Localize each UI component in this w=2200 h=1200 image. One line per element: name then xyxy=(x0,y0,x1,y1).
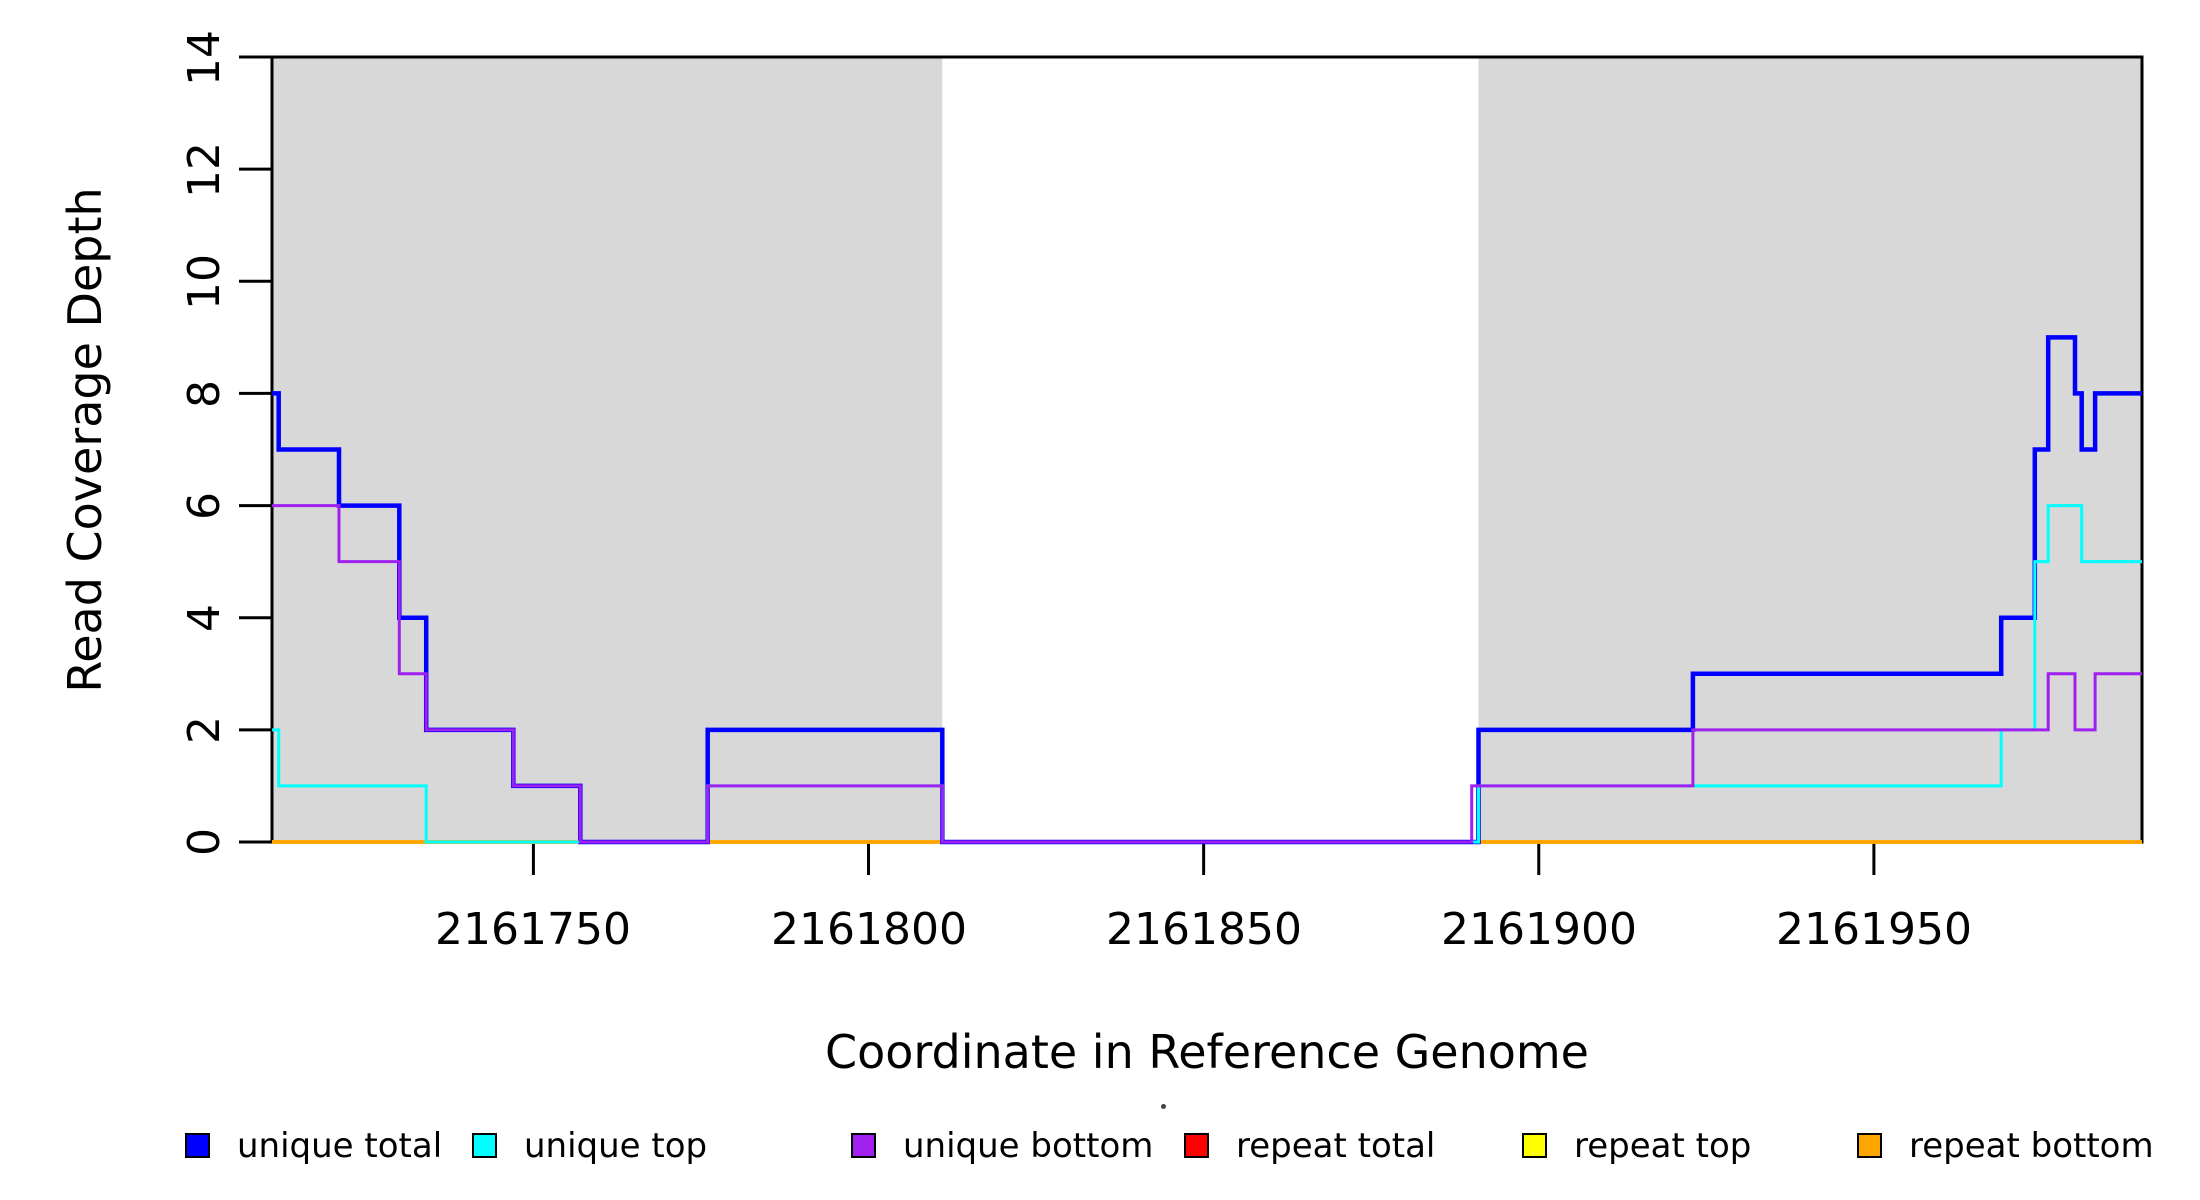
unique-total-swatch xyxy=(185,1133,210,1158)
masked-region-band xyxy=(1478,57,2142,842)
unique-bottom-swatch xyxy=(851,1133,876,1158)
x-tick-label: 2161950 xyxy=(1776,904,1972,955)
x-tick-label: 2161750 xyxy=(435,904,631,955)
y-axis-title: Read Coverage Depth xyxy=(58,187,112,693)
x-tick-label: 2161900 xyxy=(1441,904,1637,955)
legend-label: repeat top xyxy=(1574,1126,1752,1166)
masked-region-band xyxy=(272,57,943,842)
legend-label: repeat bottom xyxy=(1909,1126,2154,1166)
legend-label: repeat total xyxy=(1236,1126,1436,1166)
series-line-unique-bottom xyxy=(272,504,2142,844)
unique-top-swatch xyxy=(472,1133,497,1158)
y-tick-label: 14 xyxy=(179,30,230,86)
stray-dot xyxy=(1161,1104,1166,1109)
repeat-total-swatch xyxy=(1184,1133,1209,1158)
x-tick-label: 2161800 xyxy=(771,904,967,955)
repeat-bottom-swatch xyxy=(1857,1133,1882,1158)
repeat-top-swatch xyxy=(1522,1133,1547,1158)
legend-label: unique total xyxy=(237,1126,443,1166)
legend-label: unique bottom xyxy=(903,1126,1154,1166)
legend-label: unique top xyxy=(524,1126,708,1166)
x-axis-title: Coordinate in Reference Genome xyxy=(825,1025,1589,1079)
series-line-unique-top xyxy=(272,504,2142,844)
x-tick-label: 2161850 xyxy=(1106,904,1302,955)
